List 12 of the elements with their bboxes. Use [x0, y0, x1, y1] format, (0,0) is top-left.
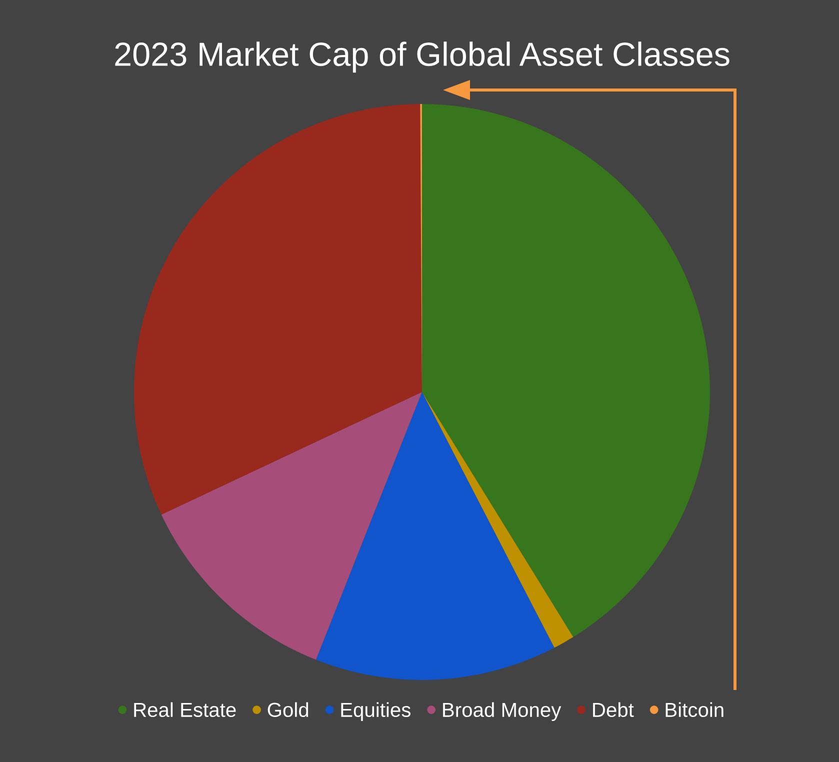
pie-slice: [422, 392, 574, 648]
pie-slice: [134, 104, 422, 515]
legend-label: Bitcoin: [666, 702, 724, 718]
legend-label: Broad Money: [443, 702, 562, 722]
pie-slice: [422, 104, 710, 638]
pie-slice: [161, 392, 422, 660]
chart-title: 2023 Market Cap of Global Asset Classes: [115, 42, 730, 73]
legend-label: Real Estate: [134, 702, 236, 718]
legend-label: Gold: [268, 702, 308, 718]
pie-slice: [316, 392, 554, 680]
legend-label: Equities: [341, 702, 410, 722]
legend-label: Debt: [593, 702, 634, 718]
